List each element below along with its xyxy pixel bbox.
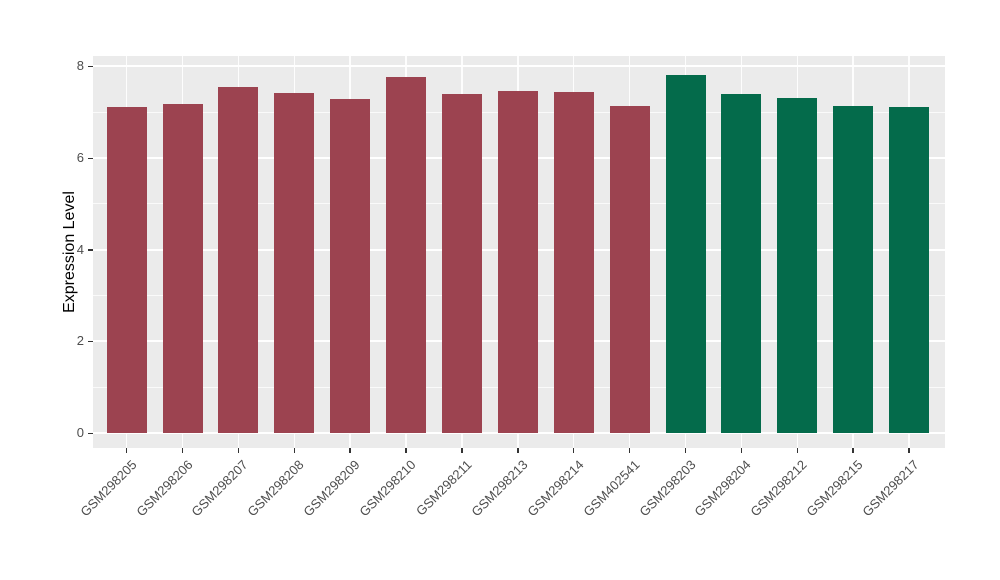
x-tick-mark <box>628 448 631 453</box>
x-tick-label-GSM298214: GSM298214 <box>524 457 587 520</box>
y-tick-label: 0 <box>76 425 84 440</box>
bar-GSM298209 <box>330 99 371 433</box>
bar-GSM298204 <box>721 94 762 433</box>
x-tick-label-GSM298210: GSM298210 <box>356 457 419 520</box>
x-tick-label-GSM298209: GSM298209 <box>300 457 363 520</box>
x-tick-mark <box>517 448 519 453</box>
x-tick-label-GSM298204: GSM298204 <box>691 457 754 520</box>
y-tick-mark <box>88 432 93 434</box>
bar-GSM298212 <box>777 97 818 433</box>
x-tick-mark <box>908 448 910 453</box>
bar-GSM298207 <box>218 87 259 433</box>
x-tick-label-GSM298217: GSM298217 <box>859 457 922 520</box>
x-tick-label-GSM298211: GSM298211 <box>413 457 475 519</box>
y-tick-mark <box>88 340 93 343</box>
bar-GSM298211 <box>441 93 482 433</box>
x-tick-label-GSM298215: GSM298215 <box>803 457 866 520</box>
x-tick-mark <box>572 448 575 453</box>
y-tick-label: 2 <box>76 333 84 349</box>
x-tick-mark <box>405 448 407 453</box>
plot-panel <box>93 56 945 448</box>
x-tick-mark <box>740 448 743 453</box>
x-tick-mark <box>796 448 798 453</box>
x-tick-label-GSM298206: GSM298206 <box>132 457 196 520</box>
bar-GSM298213 <box>497 91 538 433</box>
y-tick-label: 8 <box>76 58 84 74</box>
bar-GSM298203 <box>665 74 706 433</box>
bar-GSM298217 <box>889 107 930 433</box>
bar-GSM298210 <box>386 77 427 433</box>
x-tick-mark <box>237 448 240 453</box>
y-tick-mark <box>88 249 93 251</box>
bar-GSM298205 <box>106 107 147 433</box>
bar-GSM298206 <box>162 103 203 433</box>
x-tick-mark <box>461 448 463 453</box>
x-tick-mark <box>181 448 184 453</box>
gridline-major <box>93 432 945 434</box>
x-tick-label-GSM298205: GSM298205 <box>77 457 140 520</box>
y-tick-label: 4 <box>76 241 84 257</box>
x-tick-label-GSM402541: GSM402541 <box>579 457 643 520</box>
x-tick-mark <box>852 448 854 453</box>
y-tick-mark <box>88 157 93 160</box>
bar-GSM402541 <box>609 105 650 433</box>
bar-GSM298208 <box>274 92 315 433</box>
y-tick-mark <box>88 65 93 68</box>
bar-GSM298215 <box>833 105 874 433</box>
gridline-major <box>93 65 945 68</box>
x-tick-mark <box>349 448 351 453</box>
x-tick-mark <box>684 448 687 453</box>
y-tick-label: 6 <box>76 150 84 166</box>
x-tick-label-GSM298213: GSM298213 <box>468 457 531 520</box>
x-tick-mark <box>293 448 296 453</box>
x-tick-label-GSM298207: GSM298207 <box>188 457 252 520</box>
bar-GSM298214 <box>553 92 594 433</box>
x-tick-label-GSM298212: GSM298212 <box>747 457 810 520</box>
x-tick-label-GSM298203: GSM298203 <box>635 457 699 520</box>
x-tick-mark <box>125 448 128 453</box>
x-tick-label-GSM298208: GSM298208 <box>244 457 307 520</box>
